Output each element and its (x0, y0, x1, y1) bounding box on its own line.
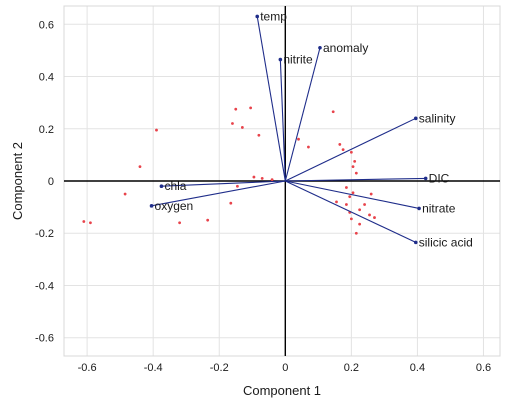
observation-point (229, 201, 233, 205)
loading-vector (161, 180, 286, 187)
observation-point (123, 192, 127, 196)
observation-point (297, 137, 300, 141)
observation-point (353, 160, 357, 163)
observation-point (236, 184, 239, 188)
observation-point (335, 200, 338, 204)
loading-vector (285, 117, 417, 182)
loading-vector (256, 16, 286, 182)
observation-point (354, 171, 358, 175)
vector-endpoint (417, 206, 421, 211)
loading-vector (279, 59, 286, 182)
observation-point (349, 150, 353, 154)
x-axis-title: Component 1 (243, 383, 321, 398)
vector-labels: temp anomaly nitrite salinity DIC nitrate sili… (155, 9, 473, 249)
loading-vector (285, 177, 426, 182)
vector-label: silicic acid (419, 235, 473, 249)
y-tick-label: 0.2 (39, 124, 54, 136)
x-tick-label: 0 (282, 362, 288, 374)
vector-label: nitrate (422, 201, 456, 215)
y-tick-label: 0.4 (39, 72, 54, 84)
x-tick-label: -0.4 (144, 362, 163, 374)
y-axis-title: Component 2 (10, 142, 25, 220)
vector-label: oxygen (155, 199, 194, 213)
observation-point (331, 110, 335, 114)
observation-point (89, 221, 92, 225)
vector-label: nitrite (283, 53, 313, 67)
observation-point (358, 222, 362, 226)
vector-endpoint (413, 240, 418, 245)
observation-point (82, 220, 86, 223)
y-tick-label: -0.2 (35, 228, 54, 240)
vector-label: anomaly (323, 41, 368, 55)
vector-label: DIC (429, 171, 450, 185)
observation-point (345, 203, 348, 206)
observation-point (349, 217, 353, 221)
vector-label: chla (164, 179, 186, 193)
observation-point (373, 216, 376, 219)
observation-point (252, 175, 256, 179)
observation-point (206, 218, 210, 222)
observation-point (354, 231, 358, 235)
observation-point (231, 122, 234, 125)
loading-vector (285, 180, 417, 243)
x-tick-label: -0.2 (210, 362, 229, 374)
vector-endpoint (159, 184, 164, 189)
observation-point (363, 203, 366, 206)
vector-endpoint (318, 45, 322, 50)
observation-point (249, 106, 253, 110)
x-tick-label: 0.2 (344, 362, 359, 374)
observation-point (234, 107, 238, 111)
observation-point (257, 133, 261, 137)
observation-point (155, 128, 158, 132)
x-tick-label: 0.4 (410, 362, 425, 374)
loading-vectors (149, 14, 428, 245)
observation-point (341, 148, 345, 152)
vector-endpoint (413, 116, 418, 121)
observation-point (270, 178, 274, 182)
x-tick-label: 0.6 (476, 362, 491, 374)
observation-point (348, 195, 352, 199)
vector-label: temp (260, 9, 287, 23)
observation-point (351, 191, 355, 195)
vector-endpoint (278, 57, 283, 62)
loading-vector (284, 47, 321, 182)
x-tick-label: -0.6 (78, 362, 97, 374)
tick-labels: -0.6 -0.4 -0.2 0 0.2 0.4 0.6 -0.6 -0.4 -0.2 0 0.2 0.… (35, 19, 491, 374)
observation-points (82, 106, 376, 235)
observation-point (307, 145, 310, 149)
observation-point (240, 126, 244, 129)
observation-point (351, 165, 355, 169)
observation-point (368, 213, 371, 217)
observation-point (358, 208, 362, 212)
observation-point (138, 165, 142, 169)
vector-endpoint (255, 14, 260, 19)
observation-point (345, 186, 348, 189)
observation-point (369, 192, 373, 196)
vector-endpoint (149, 204, 154, 208)
y-tick-label: 0.6 (39, 19, 54, 31)
observation-point (178, 221, 182, 225)
vector-endpoint (423, 176, 428, 181)
vector-label: salinity (419, 111, 456, 125)
observation-point (338, 143, 342, 146)
loading-vector (285, 180, 420, 209)
observation-point (260, 176, 264, 180)
loading-vector (151, 180, 286, 207)
y-tick-label: 0 (48, 176, 54, 188)
y-tick-label: -0.6 (35, 333, 54, 345)
y-tick-label: -0.4 (35, 280, 54, 292)
